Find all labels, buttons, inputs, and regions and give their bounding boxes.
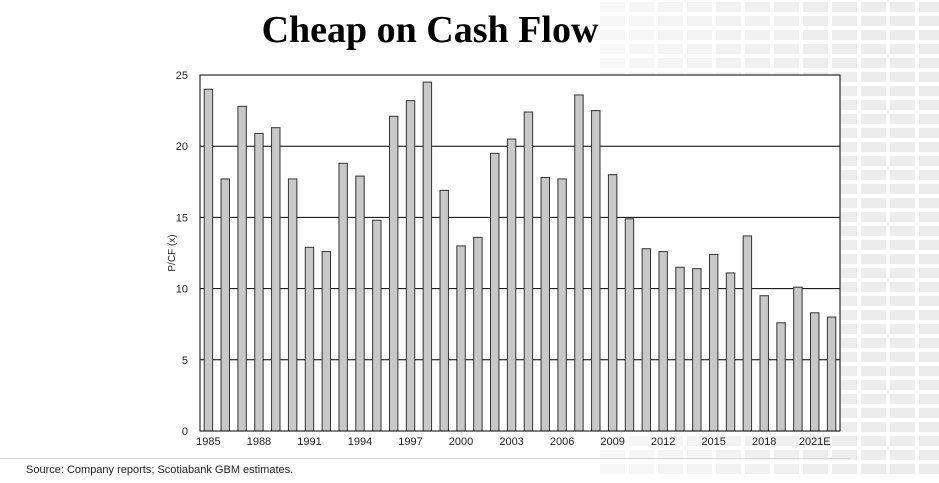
x-tick-label: 2015 (701, 436, 725, 448)
bar (506, 138, 517, 432)
bar (220, 178, 230, 432)
bar (759, 295, 769, 432)
y-tick-label: 0 (182, 426, 188, 438)
y-tick-label: 10 (176, 284, 188, 296)
bar (523, 111, 534, 432)
bar (826, 316, 837, 432)
bar (473, 236, 483, 432)
bar (422, 81, 433, 432)
bar (725, 272, 736, 432)
bar (271, 127, 281, 432)
bar (237, 105, 247, 432)
bar (742, 235, 753, 432)
x-tick-label: 1985 (196, 436, 220, 448)
bar (692, 268, 702, 432)
source-note: Source: Company reports; Scotiabank GBM … (26, 464, 294, 476)
bar (557, 178, 567, 432)
bar (321, 251, 332, 432)
bar (574, 94, 584, 432)
y-tick-label: 5 (182, 355, 188, 367)
y-axis-label: P/CF (x) (167, 234, 178, 271)
x-tick-label: 1988 (247, 436, 271, 448)
x-tick-label: 2021E (799, 436, 831, 448)
bar (439, 189, 449, 432)
bar (287, 178, 298, 432)
bar (372, 219, 382, 432)
bar (591, 110, 601, 432)
bar (776, 322, 786, 432)
bar (490, 152, 500, 432)
x-tick-label: 1997 (398, 436, 422, 448)
bar (388, 115, 399, 432)
bar (355, 175, 365, 432)
bar (254, 132, 264, 432)
chart-title: Cheap on Cash Flow (261, 9, 599, 51)
bar (658, 251, 668, 432)
bar (810, 312, 820, 432)
y-tick-label: 15 (176, 212, 188, 224)
bar (540, 177, 550, 432)
plot-border (199, 74, 841, 432)
bar (607, 174, 618, 432)
bar (203, 88, 214, 432)
bar (624, 218, 635, 432)
bar (708, 253, 719, 432)
x-tick-label: 2018 (752, 436, 776, 448)
bar (304, 246, 315, 432)
bar (793, 286, 803, 432)
x-tick-label: 1991 (297, 436, 321, 448)
divider (0, 458, 850, 459)
x-tick-label: 2003 (499, 436, 523, 448)
x-tick-label: 1994 (348, 436, 372, 448)
bar (641, 248, 652, 432)
bar (405, 100, 416, 432)
y-tick-label: 25 (176, 70, 188, 82)
x-tick-label: 2012 (651, 436, 675, 448)
bar (675, 266, 685, 432)
x-tick-label: 2006 (550, 436, 574, 448)
y-tick-label: 20 (176, 141, 188, 153)
bar (338, 162, 348, 432)
x-tick-label: 2009 (600, 436, 624, 448)
bar (456, 245, 466, 432)
x-tick-label: 2000 (449, 436, 473, 448)
